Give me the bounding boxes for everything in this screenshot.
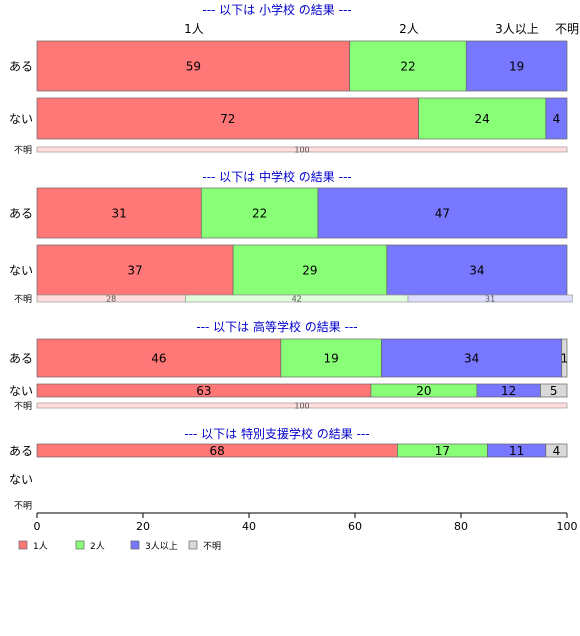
data-label: 28 [106,295,116,304]
row-label: 不明 [14,401,32,412]
data-label: 22 [252,207,267,221]
data-label: 31 [112,207,127,221]
data-label: 34 [469,264,484,278]
row-label: ない [9,384,33,398]
bar-segment [36,402,568,409]
legend-label: 3人以上 [145,541,178,552]
x-tick-label: 80 [454,520,468,533]
data-label: 59 [186,60,201,74]
bar-segment [349,40,467,92]
legend-label: 1人 [33,541,48,552]
group-title: --- 以下は 特別支援学校 の結果 --- [184,426,369,441]
bar-segment [317,187,568,239]
data-label: 22 [400,60,415,74]
row-label: ある [9,60,33,74]
bar-segment [545,97,568,140]
column-header: 1人 [184,22,204,36]
legend-swatch [75,540,85,550]
legend-swatch [130,540,140,550]
column-header: 2人 [399,22,419,36]
data-label: 4 [553,112,561,126]
data-label: 12 [501,384,516,398]
row-label: ある [9,207,33,221]
group-title: --- 以下は 小学校 の結果 --- [202,2,351,17]
bar-segment [36,146,568,153]
legend-label: 不明 [203,541,221,552]
bar-segment [200,187,319,239]
x-tick-label: 60 [348,520,362,533]
column-header: 不明 [555,22,579,36]
data-label: 42 [292,295,302,304]
data-label: 68 [210,444,225,458]
x-tick-label: 40 [242,520,256,533]
data-label: 100 [294,402,309,411]
data-label: 47 [435,207,450,221]
data-label: 4 [553,444,561,458]
bar-segment [232,244,388,296]
data-label: 19 [324,352,339,366]
column-header: 3人以上 [495,22,539,36]
row-label: ない [9,473,33,487]
bar-segment [465,40,568,92]
data-label: 24 [475,112,490,126]
bar-segment [36,40,351,92]
data-label: 34 [464,352,479,366]
row-label: 不明 [14,145,32,156]
data-label: 11 [509,444,524,458]
row-label: 不明 [14,500,32,511]
bar-segment [540,383,568,398]
row-label: ある [9,352,33,366]
data-label: 20 [416,384,431,398]
bar-segment [36,187,202,239]
data-label: 72 [220,112,235,126]
row-label: ない [9,264,33,278]
x-tick-label: 20 [136,520,150,533]
row-label: ない [9,112,33,126]
bar-segment [36,338,282,378]
data-label: 63 [196,384,211,398]
bar-segment [561,338,568,378]
bar-segment [418,97,547,140]
data-label: 17 [435,444,450,458]
x-tick-label: 0 [34,520,41,533]
data-label: 29 [302,264,317,278]
group-title: --- 以下は 高等学校 の結果 --- [196,319,357,334]
group-title: --- 以下は 中学校 の結果 --- [202,169,351,184]
legend-swatch [18,540,28,550]
data-label: 37 [127,264,142,278]
row-label: 不明 [14,294,32,305]
legend-swatch [188,540,198,550]
row-label: ある [9,444,33,458]
data-label: 1 [561,352,569,366]
x-tick-label: 100 [557,520,578,533]
data-label: 19 [509,60,524,74]
bar-segment [36,97,419,140]
legend-label: 2人 [90,541,105,552]
data-label: 100 [294,146,309,155]
data-label: 31 [485,295,495,304]
bar-segment [280,338,382,378]
bar-segment [407,294,573,303]
data-label: 5 [550,384,558,398]
bar-segment [545,443,568,458]
bar-segment [386,244,568,296]
bar-segment [381,338,563,378]
bar-segment [36,244,234,296]
data-label: 46 [151,352,166,366]
